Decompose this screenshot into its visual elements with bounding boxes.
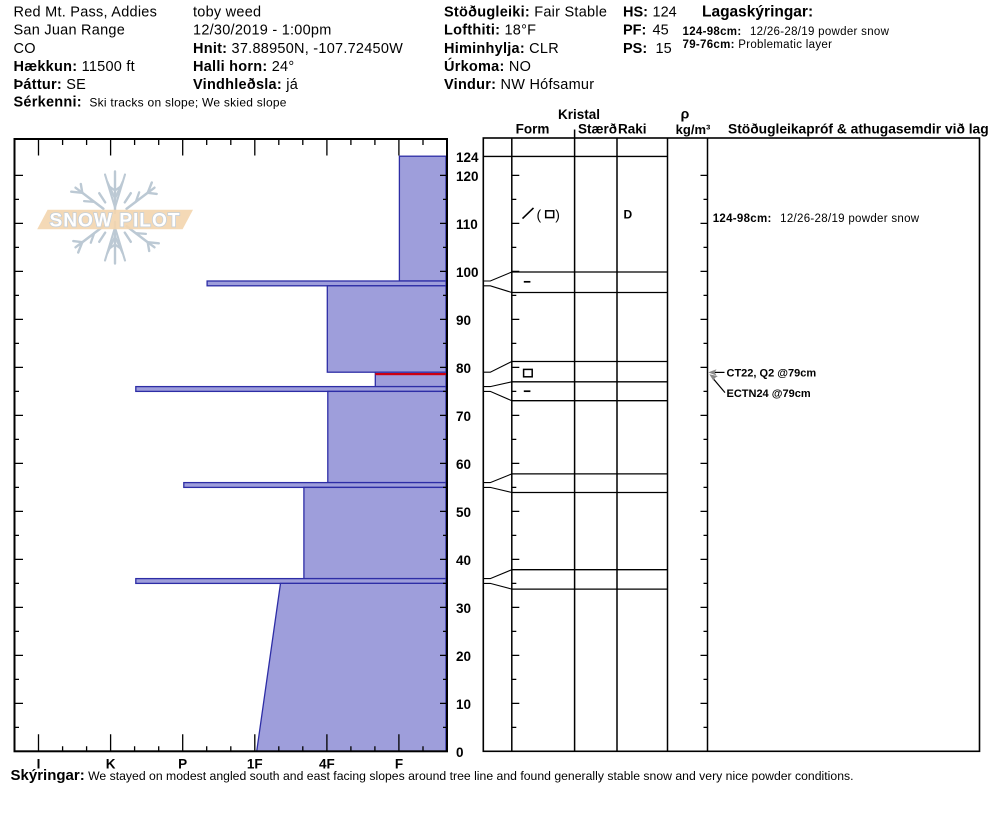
svg-text:Sérkenni: Ski tracks on slope;: Sérkenni: Ski tracks on slope; We skied …	[14, 95, 287, 111]
svg-text:Himinhylja: CLR: Himinhylja: CLR	[444, 41, 559, 57]
svg-text:40: 40	[456, 553, 471, 568]
svg-text:Skýringar: We stayed on modest: Skýringar: We stayed on modest angled so…	[11, 767, 854, 784]
svg-text:Hnit: 37.88950N, -107.72450W: Hnit: 37.88950N, -107.72450W	[193, 41, 403, 57]
svg-text:P: P	[178, 757, 187, 772]
svg-text:(: (	[537, 207, 542, 223]
svg-text:F: F	[395, 757, 403, 772]
svg-text:Kristal: Kristal	[558, 107, 600, 122]
svg-text:1F: 1F	[247, 757, 263, 772]
svg-text:I: I	[37, 757, 41, 772]
svg-text:80: 80	[456, 361, 471, 376]
svg-text:Red Mt. Pass, Addies: Red Mt. Pass, Addies	[14, 5, 158, 21]
svg-text:toby weed: toby weed	[193, 5, 261, 21]
svg-text:50: 50	[456, 505, 471, 520]
svg-text:SNOW PILOT: SNOW PILOT	[50, 209, 181, 231]
svg-text:Lofthiti: 18°F: Lofthiti: 18°F	[444, 23, 536, 39]
svg-text:45: 45	[653, 23, 669, 39]
svg-text:90: 90	[456, 313, 471, 328]
svg-text:Stærð: Stærð	[578, 122, 617, 137]
svg-text:0: 0	[456, 745, 464, 760]
svg-text:Hækkun: 11500 ft: Hækkun: 11500 ft	[14, 59, 135, 75]
svg-text:ρ: ρ	[681, 106, 690, 122]
svg-text:60: 60	[456, 457, 471, 472]
svg-text:Raki: Raki	[618, 122, 647, 137]
svg-text:PS:: PS:	[623, 41, 647, 57]
svg-text:Vindhleðsla: já: Vindhleðsla: já	[193, 77, 299, 93]
svg-text:Þáttur: SE: Þáttur: SE	[14, 77, 87, 93]
svg-text:San Juan Range: San Juan Range	[14, 23, 126, 39]
svg-text:10: 10	[456, 697, 471, 712]
svg-text:12/30/2019 - 1:00pm: 12/30/2019 - 1:00pm	[193, 23, 332, 39]
svg-text:ECTN24 @79cm: ECTN24 @79cm	[727, 388, 811, 400]
svg-text:120: 120	[456, 169, 479, 184]
svg-text:PF:: PF:	[623, 23, 646, 39]
svg-text:124-98cm: 12/26-28/19 powder s: 124-98cm: 12/26-28/19 powder snow	[713, 213, 920, 225]
svg-text:124-98cm: 12/26-28/19 powder s: 124-98cm: 12/26-28/19 powder snow	[683, 26, 890, 38]
svg-text:): )	[555, 207, 560, 223]
svg-text:79-76cm: Problematic layer: 79-76cm: Problematic layer	[683, 39, 833, 51]
svg-text:15: 15	[656, 41, 672, 57]
svg-text:CO: CO	[14, 41, 36, 57]
svg-text:30: 30	[456, 601, 471, 616]
svg-text:124: 124	[456, 150, 479, 165]
svg-text:4F: 4F	[319, 757, 335, 772]
svg-text:100: 100	[456, 265, 479, 280]
svg-text:Úrkoma: NO: Úrkoma: NO	[444, 57, 531, 75]
svg-text:Stöðugleikapróf & athugasemdir: Stöðugleikapróf & athugasemdir við lag	[728, 122, 989, 137]
svg-text:K: K	[106, 757, 116, 772]
svg-text:D: D	[624, 208, 633, 222]
svg-text:HS:: HS:	[623, 5, 648, 21]
svg-text:124: 124	[653, 5, 677, 21]
svg-text:kg/m³: kg/m³	[676, 122, 711, 137]
svg-text:Lagaskýringar:: Lagaskýringar:	[702, 4, 813, 21]
svg-text:CT22, Q2 @79cm: CT22, Q2 @79cm	[727, 368, 817, 380]
svg-text:110: 110	[456, 217, 478, 232]
svg-text:Form: Form	[516, 122, 550, 137]
svg-text:Vindur: NW Hófsamur: Vindur: NW Hófsamur	[444, 77, 594, 93]
svg-text:Halli horn: 24°: Halli horn: 24°	[193, 59, 294, 75]
svg-text:70: 70	[456, 409, 471, 424]
svg-text:Stöðugleiki: Fair Stable: Stöðugleiki: Fair Stable	[444, 5, 607, 21]
svg-text:20: 20	[456, 649, 471, 664]
